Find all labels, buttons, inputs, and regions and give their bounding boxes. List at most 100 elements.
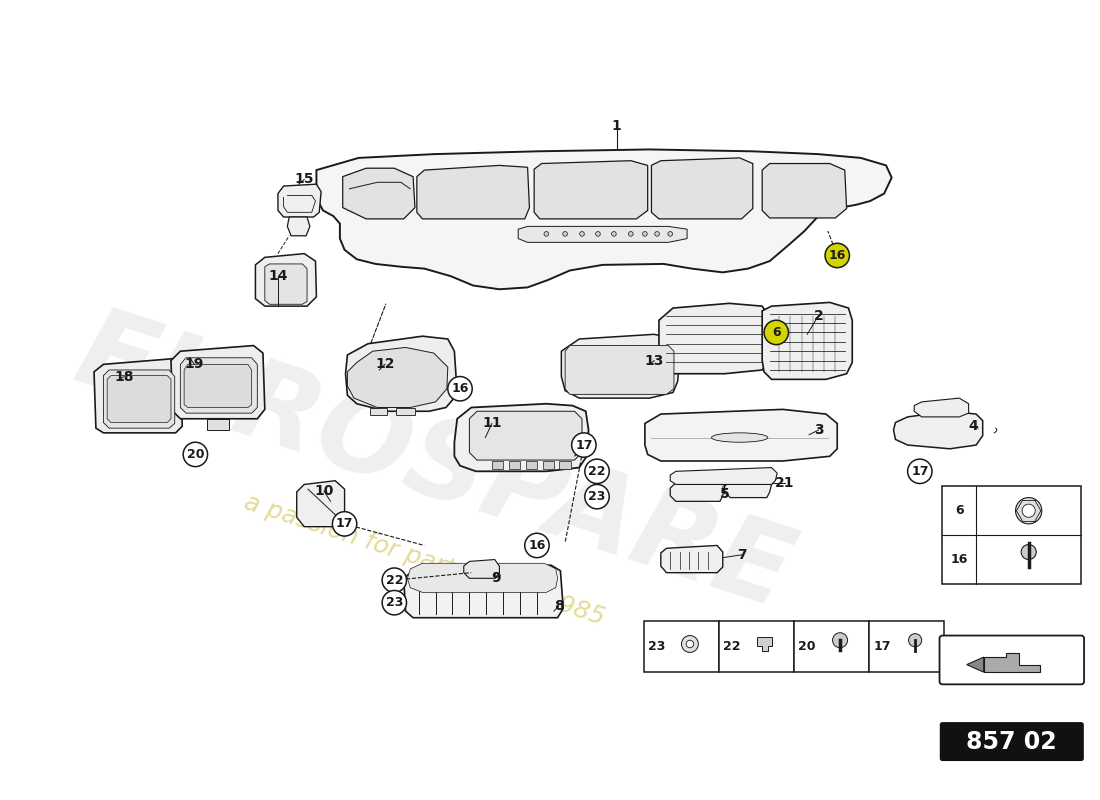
- Text: 10: 10: [315, 484, 333, 498]
- Polygon shape: [103, 370, 175, 428]
- Text: 17: 17: [873, 640, 891, 653]
- Text: 23: 23: [588, 490, 606, 503]
- Text: 8: 8: [553, 599, 563, 614]
- Circle shape: [585, 485, 609, 509]
- Polygon shape: [255, 254, 317, 306]
- Polygon shape: [561, 334, 680, 398]
- Polygon shape: [914, 398, 969, 417]
- Circle shape: [908, 459, 932, 483]
- Text: 1: 1: [612, 119, 621, 133]
- Circle shape: [525, 534, 549, 558]
- Polygon shape: [396, 407, 415, 415]
- Polygon shape: [967, 657, 983, 672]
- Text: 3: 3: [814, 423, 823, 437]
- Circle shape: [563, 231, 568, 236]
- Text: a passion for parts since 1985: a passion for parts since 1985: [241, 490, 607, 630]
- Text: 14: 14: [268, 269, 288, 283]
- Circle shape: [612, 231, 616, 236]
- Text: 16: 16: [950, 553, 968, 566]
- Text: 17: 17: [575, 438, 593, 451]
- Polygon shape: [370, 407, 387, 415]
- Polygon shape: [278, 184, 321, 217]
- Text: 7: 7: [737, 548, 746, 562]
- Polygon shape: [454, 404, 588, 471]
- Circle shape: [1022, 504, 1035, 518]
- Polygon shape: [94, 358, 183, 433]
- Polygon shape: [983, 654, 1040, 672]
- Text: 21: 21: [774, 475, 794, 490]
- Text: 9: 9: [491, 571, 501, 586]
- Polygon shape: [345, 336, 456, 411]
- Circle shape: [184, 442, 208, 466]
- Circle shape: [686, 640, 694, 648]
- Polygon shape: [670, 467, 778, 485]
- Polygon shape: [565, 346, 674, 394]
- Polygon shape: [464, 559, 499, 578]
- Polygon shape: [180, 358, 257, 413]
- Polygon shape: [758, 638, 772, 650]
- Polygon shape: [645, 410, 837, 461]
- Circle shape: [825, 243, 849, 268]
- Circle shape: [909, 634, 922, 647]
- Polygon shape: [107, 376, 170, 422]
- FancyBboxPatch shape: [940, 723, 1084, 760]
- Circle shape: [544, 231, 549, 236]
- Text: 16: 16: [828, 249, 846, 262]
- Polygon shape: [893, 411, 982, 449]
- Circle shape: [382, 568, 407, 592]
- Circle shape: [628, 231, 634, 236]
- Text: 16: 16: [451, 382, 469, 395]
- Circle shape: [668, 231, 672, 236]
- Circle shape: [642, 231, 647, 236]
- Polygon shape: [184, 364, 252, 407]
- Circle shape: [585, 459, 609, 483]
- Text: 6: 6: [955, 504, 964, 518]
- Circle shape: [654, 231, 659, 236]
- Polygon shape: [417, 166, 529, 219]
- Polygon shape: [762, 163, 847, 218]
- Bar: [560, 461, 571, 469]
- Polygon shape: [348, 347, 448, 407]
- Bar: [542, 461, 553, 469]
- Text: 12: 12: [375, 358, 395, 371]
- Text: 6: 6: [772, 326, 781, 339]
- Text: 15: 15: [295, 173, 313, 186]
- Circle shape: [332, 512, 356, 536]
- Circle shape: [595, 231, 601, 236]
- Text: 11: 11: [482, 417, 502, 430]
- Polygon shape: [470, 411, 582, 460]
- Text: 857 02: 857 02: [967, 730, 1057, 754]
- Text: 23: 23: [648, 640, 666, 653]
- Text: 22: 22: [386, 574, 403, 586]
- Polygon shape: [670, 480, 725, 502]
- Circle shape: [382, 590, 407, 615]
- Polygon shape: [265, 264, 307, 304]
- Circle shape: [572, 433, 596, 458]
- Text: 18: 18: [114, 370, 134, 383]
- Polygon shape: [661, 546, 723, 573]
- Text: 4: 4: [968, 419, 978, 434]
- Bar: [719, 621, 794, 672]
- Ellipse shape: [712, 433, 768, 442]
- Circle shape: [682, 635, 698, 653]
- Circle shape: [448, 377, 472, 401]
- Polygon shape: [297, 481, 344, 526]
- Polygon shape: [207, 418, 229, 430]
- Polygon shape: [317, 150, 892, 290]
- Circle shape: [1021, 545, 1036, 559]
- Polygon shape: [651, 158, 752, 219]
- Polygon shape: [725, 478, 771, 498]
- Text: 5: 5: [719, 487, 729, 501]
- Polygon shape: [404, 565, 563, 618]
- Bar: [943, 486, 1081, 584]
- Text: 20: 20: [799, 640, 816, 653]
- Text: 20: 20: [187, 448, 205, 461]
- Circle shape: [764, 320, 789, 345]
- Circle shape: [833, 633, 848, 648]
- Circle shape: [580, 231, 584, 236]
- Bar: [794, 621, 869, 672]
- Polygon shape: [518, 226, 688, 242]
- Polygon shape: [170, 346, 265, 418]
- Bar: [526, 461, 537, 469]
- FancyBboxPatch shape: [939, 635, 1084, 684]
